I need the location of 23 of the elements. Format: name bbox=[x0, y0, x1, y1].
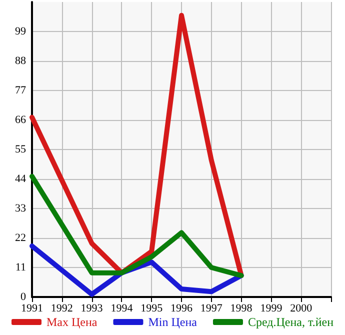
y-tick-label: 44 bbox=[15, 173, 26, 185]
y-tick-label: 99 bbox=[15, 26, 26, 38]
y-tick-label: 88 bbox=[15, 55, 26, 67]
y-tick-label: 77 bbox=[15, 84, 26, 96]
x-tick-label: 1991 bbox=[21, 302, 43, 314]
x-tick-label: 1998 bbox=[230, 302, 253, 314]
x-tick-label: 1999 bbox=[260, 302, 283, 314]
x-tick-label: 1997 bbox=[200, 302, 223, 314]
x-tick-label: 1994 bbox=[110, 302, 134, 314]
y-tick-label: 55 bbox=[15, 144, 26, 156]
x-tick-label: 2000 bbox=[290, 302, 313, 314]
y-tick-label: 0 bbox=[20, 291, 26, 303]
x-tick-label: 1993 bbox=[80, 302, 104, 314]
x-tick-label: 1996 bbox=[170, 302, 193, 314]
legend-label: Max Цена bbox=[46, 315, 98, 329]
legend-label: Min Цена bbox=[148, 315, 198, 329]
y-tick-label: 33 bbox=[15, 202, 26, 214]
x-tick-label: 1992 bbox=[50, 302, 73, 314]
y-tick-label: 11 bbox=[15, 262, 26, 274]
x-tick-label: 1995 bbox=[140, 302, 164, 314]
y-tick-label: 66 bbox=[15, 114, 26, 126]
legend-label: Сред.Цена, т.йен bbox=[248, 315, 334, 329]
y-tick-label: 22 bbox=[15, 232, 26, 244]
